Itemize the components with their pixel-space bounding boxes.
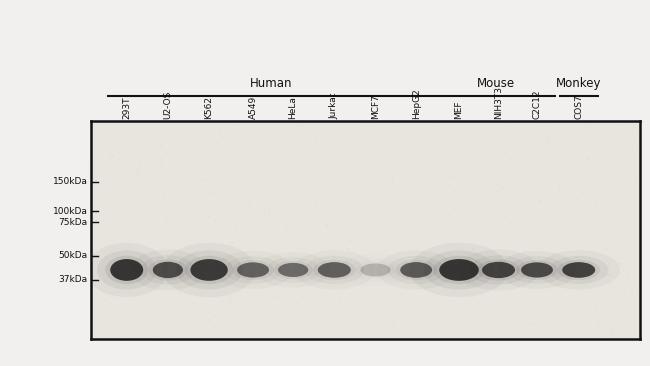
Ellipse shape bbox=[278, 263, 308, 277]
Ellipse shape bbox=[482, 262, 515, 278]
Ellipse shape bbox=[185, 256, 233, 284]
Text: MEF: MEF bbox=[454, 100, 463, 119]
Text: MCF7: MCF7 bbox=[371, 94, 380, 119]
Ellipse shape bbox=[549, 256, 608, 284]
Ellipse shape bbox=[562, 262, 595, 278]
Text: 100kDa: 100kDa bbox=[53, 207, 88, 216]
Ellipse shape bbox=[521, 262, 553, 277]
Ellipse shape bbox=[423, 250, 495, 290]
Ellipse shape bbox=[516, 260, 558, 280]
Ellipse shape bbox=[360, 264, 391, 276]
Ellipse shape bbox=[439, 259, 479, 281]
Text: NIH3T3: NIH3T3 bbox=[494, 86, 503, 119]
Ellipse shape bbox=[190, 259, 228, 281]
Text: Human: Human bbox=[250, 76, 292, 90]
Ellipse shape bbox=[400, 262, 432, 278]
Text: 50kDa: 50kDa bbox=[58, 251, 88, 260]
Ellipse shape bbox=[237, 262, 269, 277]
Text: COS7: COS7 bbox=[574, 94, 583, 119]
Ellipse shape bbox=[148, 259, 188, 281]
Text: A549: A549 bbox=[248, 96, 257, 119]
Ellipse shape bbox=[153, 262, 183, 278]
Text: Monkey: Monkey bbox=[556, 76, 601, 90]
Ellipse shape bbox=[557, 260, 600, 280]
Ellipse shape bbox=[313, 260, 356, 280]
Text: 75kDa: 75kDa bbox=[58, 217, 88, 227]
Ellipse shape bbox=[318, 262, 351, 278]
Ellipse shape bbox=[395, 260, 437, 280]
Ellipse shape bbox=[469, 255, 528, 285]
Ellipse shape bbox=[176, 250, 242, 290]
Ellipse shape bbox=[105, 256, 148, 284]
Ellipse shape bbox=[232, 260, 274, 280]
Text: HepG2: HepG2 bbox=[411, 88, 421, 119]
Text: Jurkat: Jurkat bbox=[330, 93, 339, 119]
Text: 37kDa: 37kDa bbox=[58, 275, 88, 284]
Text: Mouse: Mouse bbox=[476, 76, 515, 90]
Text: U2-OS: U2-OS bbox=[163, 90, 172, 119]
Text: 293T: 293T bbox=[122, 97, 131, 119]
Text: 150kDa: 150kDa bbox=[53, 177, 88, 186]
Ellipse shape bbox=[477, 259, 520, 281]
Ellipse shape bbox=[434, 256, 485, 284]
Text: HeLa: HeLa bbox=[289, 96, 298, 119]
Text: C2C12: C2C12 bbox=[532, 89, 541, 119]
Ellipse shape bbox=[97, 250, 157, 290]
Text: K562: K562 bbox=[205, 96, 214, 119]
Ellipse shape bbox=[111, 259, 143, 281]
